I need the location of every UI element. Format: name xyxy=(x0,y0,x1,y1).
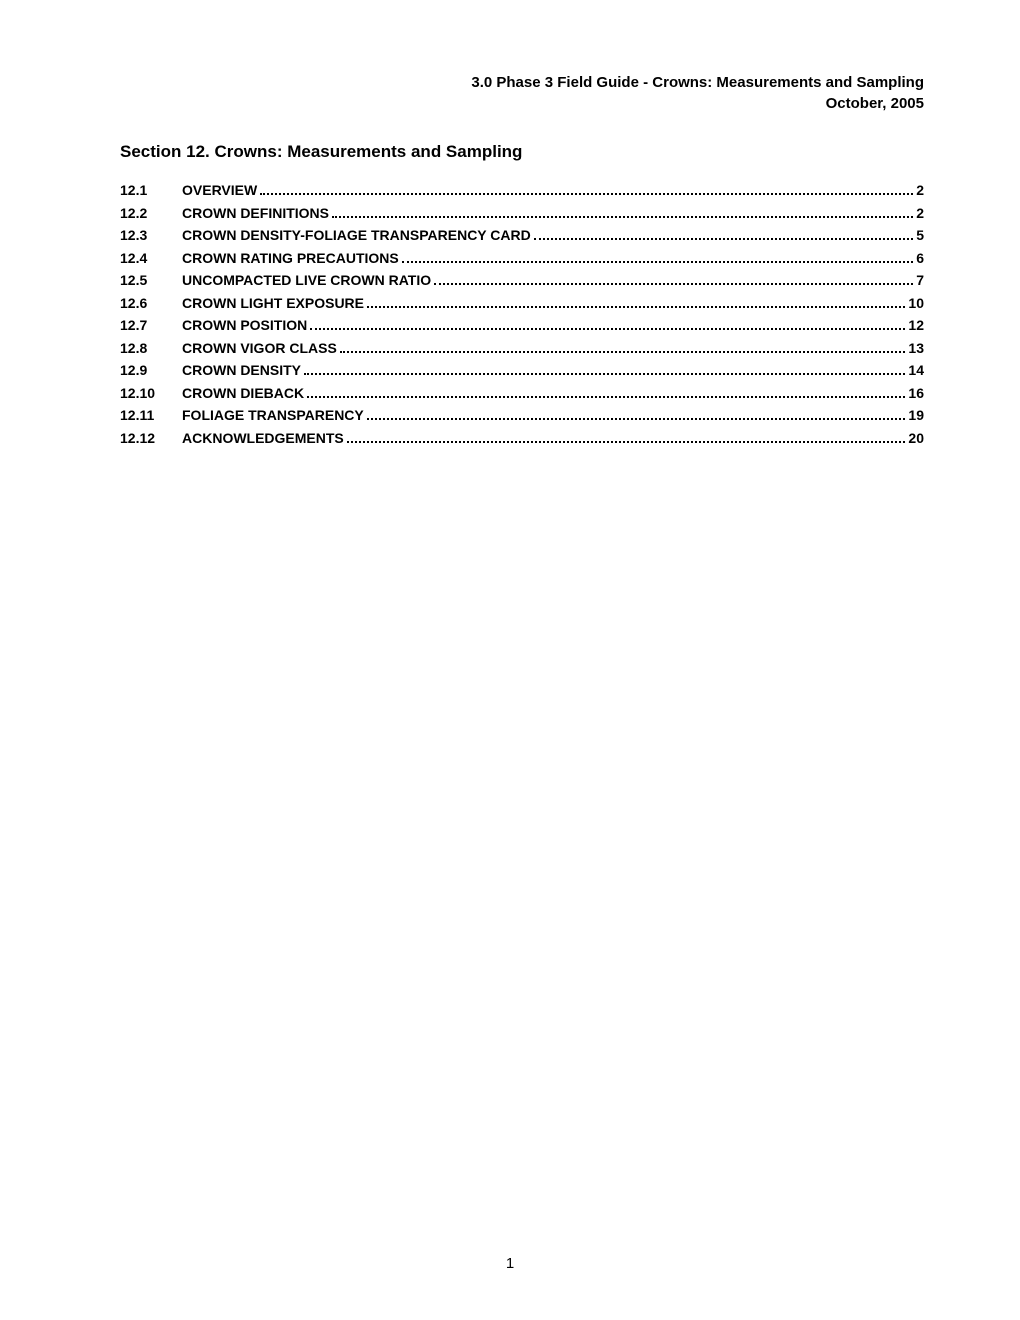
toc-entry: 12.9 CROWN DENSITY 14 xyxy=(120,360,924,381)
toc-number: 12.10 xyxy=(120,383,182,404)
toc-leader-dots xyxy=(534,226,913,240)
toc-title: CROWN DIEBACK xyxy=(182,383,304,404)
header-line-1: 3.0 Phase 3 Field Guide - Crowns: Measur… xyxy=(120,72,924,93)
toc-page: 14 xyxy=(908,360,924,381)
toc-title: CROWN VIGOR CLASS xyxy=(182,338,337,359)
toc-page: 12 xyxy=(908,315,924,336)
toc-page: 2 xyxy=(916,203,924,224)
toc-number: 12.1 xyxy=(120,180,182,201)
header-line-2: October, 2005 xyxy=(120,93,924,114)
toc-number: 12.3 xyxy=(120,225,182,246)
toc-entry: 12.12 ACKNOWLEDGEMENTS 20 xyxy=(120,428,924,449)
toc-number: 12.12 xyxy=(120,428,182,449)
toc-entry: 12.4 CROWN RATING PRECAUTIONS 6 xyxy=(120,248,924,269)
toc-title: CROWN POSITION xyxy=(182,315,307,336)
toc-leader-dots xyxy=(367,406,906,420)
toc-entry: 12.7 CROWN POSITION 12 xyxy=(120,315,924,336)
toc-entry: 12.6 CROWN LIGHT EXPOSURE 10 xyxy=(120,293,924,314)
toc-title: CROWN LIGHT EXPOSURE xyxy=(182,293,364,314)
page-number: 1 xyxy=(0,1255,1020,1272)
toc-title: ACKNOWLEDGEMENTS xyxy=(182,428,344,449)
toc-number: 12.9 xyxy=(120,360,182,381)
toc-page: 13 xyxy=(908,338,924,359)
toc-leader-dots xyxy=(402,249,913,263)
toc-entry: 12.10 CROWN DIEBACK 16 xyxy=(120,383,924,404)
toc-number: 12.11 xyxy=(120,405,182,426)
toc-entry: 12.5 UNCOMPACTED LIVE CROWN RATIO 7 xyxy=(120,270,924,291)
toc-leader-dots xyxy=(307,384,905,398)
toc-page: 5 xyxy=(916,225,924,246)
toc-leader-dots xyxy=(340,339,906,353)
toc-title: OVERVIEW xyxy=(182,180,257,201)
toc-page: 16 xyxy=(908,383,924,404)
toc-leader-dots xyxy=(304,361,905,375)
toc-entry: 12.11 FOLIAGE TRANSPARENCY 19 xyxy=(120,405,924,426)
toc-number: 12.4 xyxy=(120,248,182,269)
toc-leader-dots xyxy=(332,204,913,218)
toc-entry: 12.1 OVERVIEW 2 xyxy=(120,180,924,201)
document-header: 3.0 Phase 3 Field Guide - Crowns: Measur… xyxy=(120,72,924,114)
toc-title: CROWN DENSITY xyxy=(182,360,301,381)
toc-page: 19 xyxy=(908,405,924,426)
toc-leader-dots xyxy=(347,429,906,443)
toc-leader-dots xyxy=(310,316,905,330)
toc-leader-dots xyxy=(367,294,905,308)
toc-entry: 12.2 CROWN DEFINITIONS 2 xyxy=(120,203,924,224)
toc-page: 7 xyxy=(916,270,924,291)
toc-page: 10 xyxy=(908,293,924,314)
toc-title: CROWN DENSITY-FOLIAGE TRANSPARENCY CARD xyxy=(182,225,531,246)
toc-title: UNCOMPACTED LIVE CROWN RATIO xyxy=(182,270,431,291)
toc-entry: 12.3 CROWN DENSITY-FOLIAGE TRANSPARENCY … xyxy=(120,225,924,246)
toc-number: 12.7 xyxy=(120,315,182,336)
toc-number: 12.6 xyxy=(120,293,182,314)
section-title: Section 12. Crowns: Measurements and Sam… xyxy=(120,142,924,162)
toc-page: 20 xyxy=(908,428,924,449)
toc-title: CROWN DEFINITIONS xyxy=(182,203,329,224)
table-of-contents: 12.1 OVERVIEW 2 12.2 CROWN DEFINITIONS 2… xyxy=(120,180,924,449)
toc-number: 12.8 xyxy=(120,338,182,359)
toc-entry: 12.8 CROWN VIGOR CLASS 13 xyxy=(120,338,924,359)
toc-title: CROWN RATING PRECAUTIONS xyxy=(182,248,399,269)
toc-title: FOLIAGE TRANSPARENCY xyxy=(182,405,364,426)
toc-page: 6 xyxy=(916,248,924,269)
toc-number: 12.2 xyxy=(120,203,182,224)
toc-leader-dots xyxy=(260,181,913,195)
toc-page: 2 xyxy=(916,180,924,201)
toc-leader-dots xyxy=(434,271,913,285)
toc-number: 12.5 xyxy=(120,270,182,291)
